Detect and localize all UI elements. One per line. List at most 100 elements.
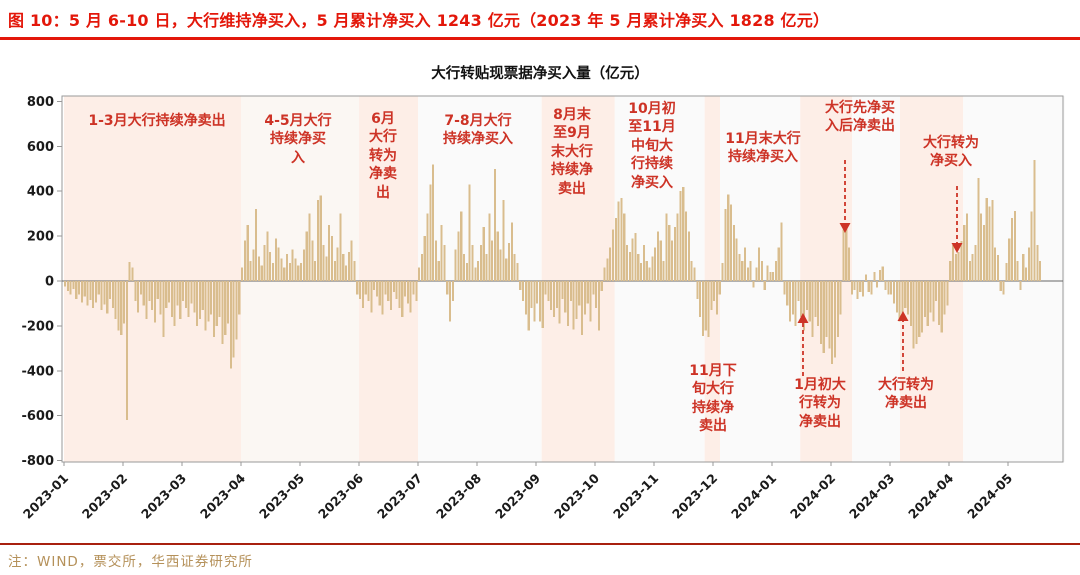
bar: [471, 245, 474, 281]
bar: [862, 281, 865, 297]
bar: [468, 184, 471, 281]
bar: [791, 281, 794, 315]
bar: [176, 281, 179, 306]
x-tick-label: 2023-05: [256, 471, 307, 522]
bar: [766, 265, 769, 281]
bar: [420, 254, 423, 281]
bar: [566, 281, 570, 326]
bar: [921, 281, 924, 333]
bar: [294, 258, 297, 281]
bar: [957, 251, 960, 281]
bar: [134, 281, 137, 302]
bar: [398, 281, 401, 308]
bar: [881, 266, 884, 281]
bar: [83, 281, 86, 297]
bar: [179, 281, 182, 320]
x-tick-label: 2024-01: [728, 471, 779, 522]
bar: [375, 281, 379, 297]
bar: [131, 267, 134, 281]
bar: [687, 231, 690, 281]
bar: [662, 260, 665, 281]
bar: [721, 263, 724, 281]
arrow-down-head-icon: [951, 243, 963, 253]
bar: [485, 254, 488, 281]
bar: [904, 281, 907, 308]
plot-frame: [61, 95, 1064, 463]
bar: [280, 258, 283, 281]
bar: [780, 222, 783, 281]
bar: [367, 281, 370, 302]
bar: [794, 281, 797, 326]
bar: [915, 281, 918, 344]
bar: [971, 254, 974, 281]
bar: [319, 195, 322, 281]
bar: [210, 281, 213, 315]
bar: [960, 241, 963, 281]
bar: [491, 240, 494, 281]
bar: [788, 281, 792, 322]
bar: [378, 281, 381, 306]
bar: [814, 281, 817, 317]
x-tick-label: 2023-04: [197, 470, 248, 521]
y-tick-label: 600: [27, 140, 54, 155]
bar: [297, 265, 300, 281]
bar: [395, 281, 398, 299]
bar: [752, 281, 755, 288]
bar: [541, 281, 544, 329]
bar: [758, 247, 761, 281]
bar: [811, 281, 814, 338]
arrow-down-head-icon: [839, 223, 851, 233]
bar: [831, 281, 834, 365]
bar: [949, 260, 952, 281]
bar: [263, 245, 266, 281]
bar: [853, 281, 856, 290]
bar: [499, 249, 502, 281]
bar: [524, 281, 527, 315]
bar: [951, 245, 955, 281]
bar: [530, 281, 533, 308]
bar: [437, 260, 440, 281]
y-tick-label: 200: [27, 230, 54, 245]
y-tick-label: 0: [45, 275, 54, 290]
bar: [901, 281, 904, 317]
bar: [505, 258, 508, 281]
bar: [404, 281, 407, 297]
bar: [873, 272, 876, 281]
bar: [212, 281, 216, 338]
y-tick-label: 400: [27, 185, 54, 200]
bar: [552, 281, 556, 317]
bar: [167, 281, 171, 303]
bar: [440, 224, 443, 281]
bar: [575, 281, 578, 320]
bar-series: [64, 159, 1042, 421]
bar: [448, 281, 452, 322]
bar: [547, 281, 550, 302]
x-tick-label: 2023-07: [374, 471, 425, 522]
bar: [856, 281, 859, 299]
bar: [184, 281, 187, 308]
bar: [241, 267, 244, 281]
bar: [78, 281, 81, 295]
bar: [446, 281, 449, 295]
bar: [218, 281, 221, 317]
bar: [474, 267, 477, 281]
bar: [783, 281, 786, 295]
bar: [226, 281, 230, 324]
bar: [516, 263, 519, 281]
bar: [260, 265, 263, 281]
y-tick-label: -800: [21, 454, 54, 469]
bar: [457, 231, 460, 281]
bar: [300, 263, 303, 281]
bar: [963, 224, 966, 281]
bar: [968, 260, 971, 281]
bar: [64, 281, 67, 287]
bar: [381, 281, 384, 315]
bar: [822, 281, 825, 353]
bar: [342, 254, 345, 281]
bar: [659, 240, 662, 281]
bar: [142, 281, 145, 306]
bar: [603, 267, 606, 281]
bar: [510, 222, 513, 281]
bar: [772, 272, 775, 281]
bar: [92, 281, 95, 308]
